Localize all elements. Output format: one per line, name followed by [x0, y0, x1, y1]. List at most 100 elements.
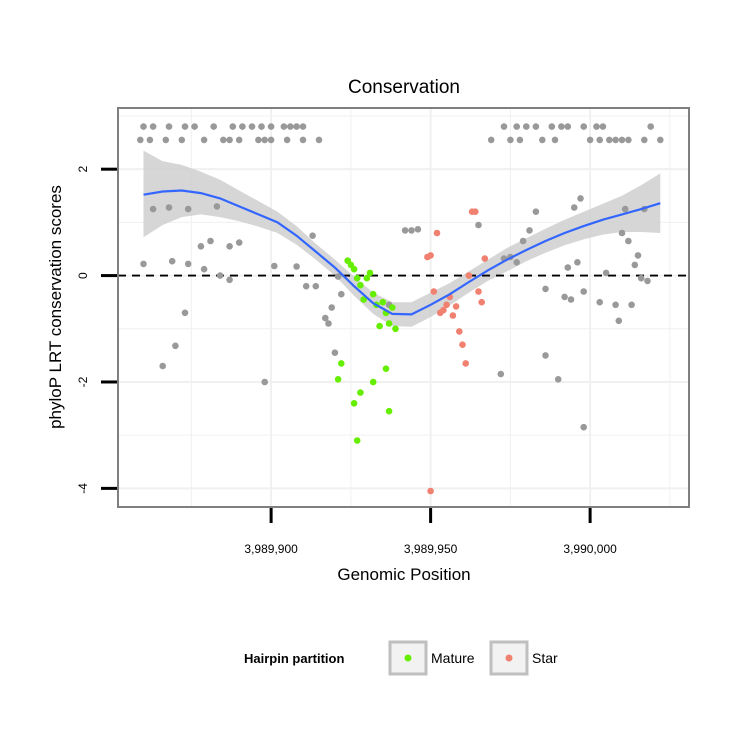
data-point-other	[331, 349, 339, 357]
data-point-mature	[363, 274, 371, 282]
data-point-star	[427, 487, 434, 495]
data-point-other	[570, 204, 578, 211]
legend-swatch-star	[505, 654, 513, 662]
x-tick-label: 3,990,000	[563, 542, 617, 556]
data-point-other	[271, 262, 278, 270]
data-point-other	[523, 123, 530, 130]
y-axis-title: phyloP LRT conservation scores	[46, 185, 65, 429]
data-point-other	[200, 136, 208, 144]
plot-panel	[117, 107, 690, 508]
data-point-other	[181, 309, 189, 317]
data-point-other	[140, 123, 147, 130]
confidence-band	[143, 150, 661, 327]
data-point-other	[309, 232, 316, 239]
data-point-other	[226, 243, 233, 250]
data-point-other	[487, 136, 495, 144]
legend-label-star: Star	[532, 650, 558, 666]
data-point-other	[165, 204, 173, 211]
data-point-other	[197, 243, 205, 250]
data-point-mature	[350, 400, 358, 407]
data-point-mature	[338, 360, 345, 367]
data-point-other	[644, 277, 651, 285]
data-point-other	[414, 226, 422, 233]
data-point-mature	[353, 437, 361, 444]
data-point-star	[449, 312, 457, 319]
data-point-other	[599, 123, 607, 130]
data-point-other	[580, 123, 587, 130]
data-point-other	[618, 229, 626, 237]
data-point-other	[513, 123, 520, 130]
data-point-other	[596, 136, 603, 144]
data-point-other	[184, 205, 192, 213]
data-point-mature	[385, 320, 393, 327]
data-point-other	[172, 342, 179, 350]
data-point-other	[146, 136, 154, 144]
data-point-other	[657, 136, 664, 144]
data-point-other	[338, 290, 345, 298]
data-point-mature	[376, 322, 383, 330]
data-point-other	[577, 195, 584, 202]
data-point-other	[207, 237, 214, 245]
data-point-other	[149, 123, 157, 130]
data-point-other	[580, 288, 587, 295]
data-point-other	[513, 259, 520, 266]
data-point-other	[162, 136, 170, 144]
data-point-other	[625, 237, 632, 245]
data-point-mature	[369, 290, 377, 298]
data-point-other	[235, 239, 243, 246]
data-point-star	[440, 306, 447, 314]
data-point-other	[200, 265, 208, 273]
data-point-other	[159, 362, 166, 370]
data-point-other	[500, 123, 508, 130]
data-point-other	[239, 123, 246, 130]
x-axis: 3,989,900 3,989,950 3,990,000	[244, 508, 617, 556]
data-point-star	[443, 301, 450, 309]
data-point-other	[140, 260, 147, 268]
data-point-other	[137, 136, 144, 144]
legend-swatch-mature	[404, 654, 412, 662]
data-point-other	[302, 282, 310, 290]
data-point-other	[637, 274, 645, 282]
data-point-other	[293, 123, 300, 130]
data-point-other	[532, 208, 540, 215]
data-point-other	[580, 423, 587, 431]
data-point-other	[586, 136, 594, 144]
data-point-other	[539, 136, 546, 144]
y-tick-label: 0	[76, 272, 90, 279]
data-point-mature	[334, 376, 342, 383]
data-point-mature	[385, 407, 393, 415]
data-point-other	[213, 203, 221, 210]
data-point-other	[475, 221, 482, 229]
data-point-other	[226, 276, 233, 284]
data-point-star	[452, 303, 460, 310]
data-point-other	[261, 378, 269, 386]
data-point-other	[258, 123, 265, 130]
data-point-other	[255, 136, 262, 144]
data-point-other	[564, 123, 572, 130]
data-point-other	[548, 123, 556, 130]
data-point-mature	[389, 304, 396, 311]
y-axis: -4 -2 0 2	[76, 166, 117, 494]
data-point-other	[612, 301, 619, 309]
data-point-other	[561, 293, 568, 301]
data-point-other	[184, 260, 192, 268]
data-point-other	[615, 317, 623, 325]
data-point-mature	[350, 265, 358, 273]
data-point-star	[481, 255, 489, 262]
data-point-mature	[357, 281, 364, 289]
data-point-other	[325, 320, 332, 327]
data-point-star	[472, 208, 479, 215]
data-point-other	[596, 298, 603, 306]
data-point-other	[401, 227, 409, 234]
data-point-star	[430, 288, 438, 295]
data-point-other	[602, 269, 610, 277]
data-point-other	[229, 123, 237, 130]
data-point-other	[287, 123, 294, 130]
legend: Hairpin partition Mature Star	[244, 640, 558, 676]
data-point-other	[220, 136, 227, 144]
data-point-mature	[392, 325, 399, 333]
data-point-other	[178, 136, 186, 144]
chart-title: Conservation	[348, 77, 460, 98]
smooth-trend-line	[143, 189, 661, 316]
